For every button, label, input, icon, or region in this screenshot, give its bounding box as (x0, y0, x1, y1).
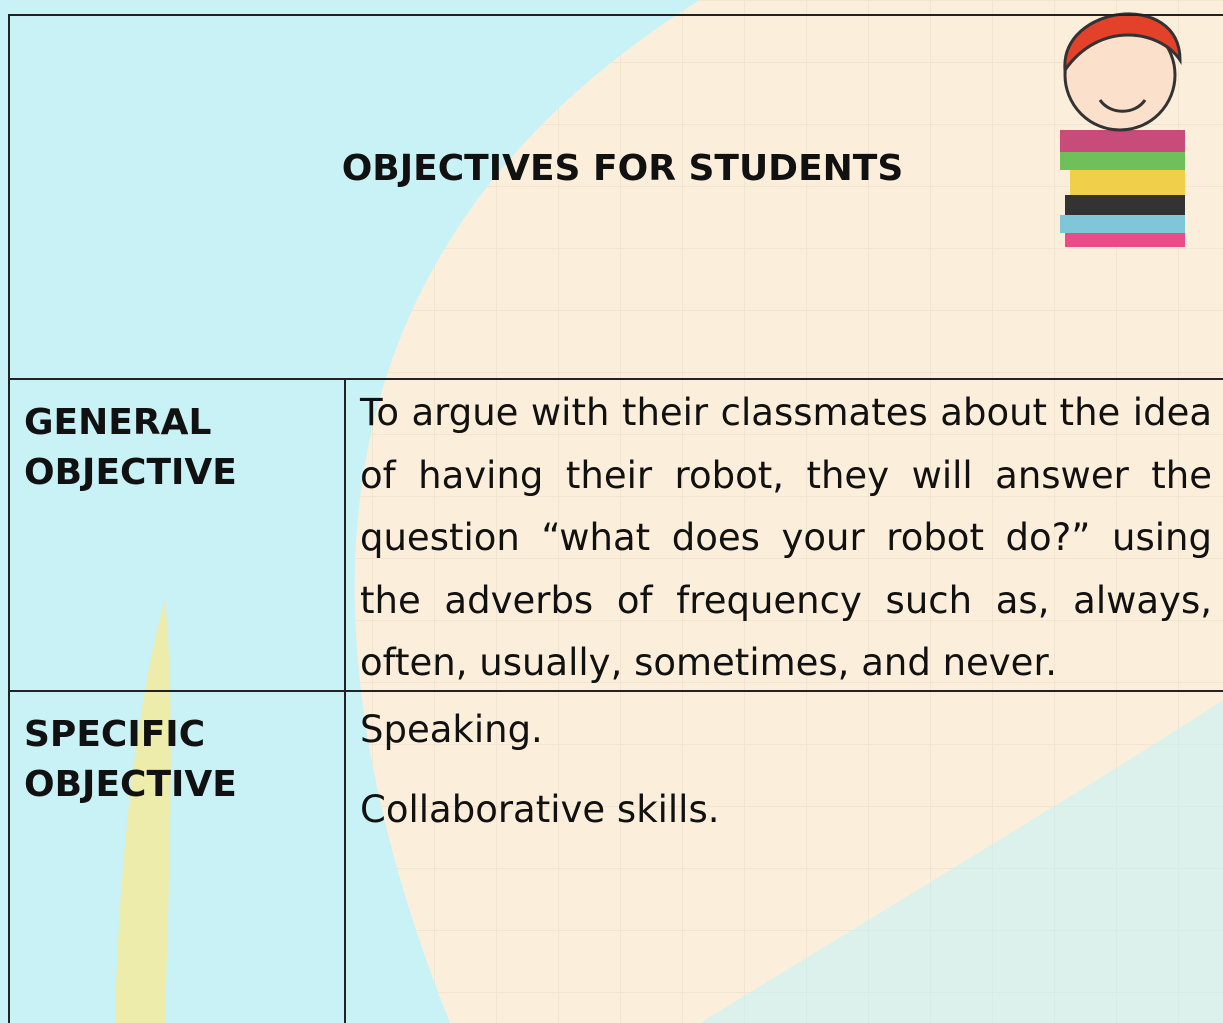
row-content: Speaking. Collaborative skills. (360, 694, 1212, 846)
row-label: GENERAL OBJECTIVE (24, 402, 237, 493)
row-content: To argue with their classmates about the… (360, 382, 1212, 695)
table-row: SPECIFIC OBJECTIVE Speaking. Collaborati… (8, 690, 1223, 1023)
table-frame (8, 14, 1223, 1023)
paragraph: To argue with their classmates about the… (360, 391, 1212, 684)
paragraph: Speaking. (360, 708, 543, 751)
title: OBJECTIVES FOR STUDENTS (341, 148, 904, 189)
table-row: GENERAL OBJECTIVE To argue with their cl… (8, 378, 1223, 690)
girl-illustration (1060, 12, 1185, 247)
row-label: SPECIFIC OBJECTIVE (24, 714, 237, 805)
column-divider (344, 692, 346, 1023)
column-divider (344, 380, 346, 690)
paragraph: Collaborative skills. (360, 788, 720, 831)
